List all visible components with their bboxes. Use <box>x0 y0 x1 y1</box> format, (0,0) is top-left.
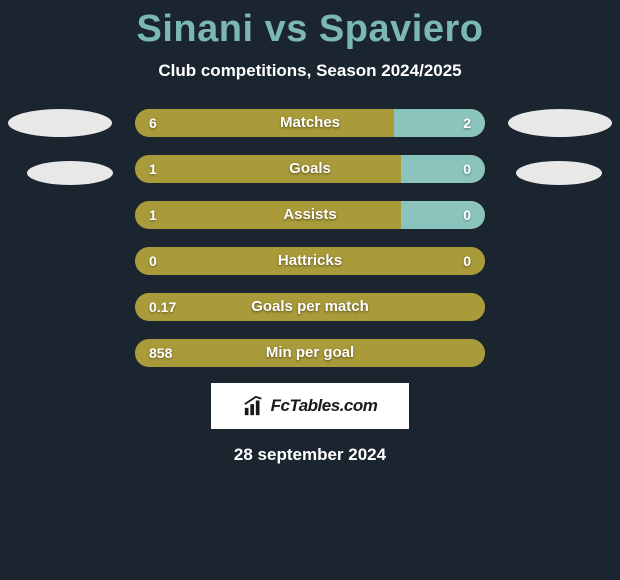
stat-label: Min per goal <box>135 339 485 367</box>
subtitle: Club competitions, Season 2024/2025 <box>0 61 620 81</box>
stat-row: 00Hattricks <box>135 247 485 275</box>
player-right-logo-1 <box>508 109 612 137</box>
brand-icon <box>243 395 265 417</box>
stat-row: 10Assists <box>135 201 485 229</box>
comparison-chart: 62Matches 10Goals 10Assists 00Hattricks 0.17… <box>0 109 620 369</box>
date-label: 28 september 2024 <box>0 445 620 465</box>
brand-text: FcTables.com <box>271 396 378 416</box>
player-left-logo-1 <box>8 109 112 137</box>
stat-row: 858Min per goal <box>135 339 485 367</box>
stat-label: Matches <box>135 109 485 137</box>
stat-row: 0.17Goals per match <box>135 293 485 321</box>
stat-label: Goals <box>135 155 485 183</box>
stat-row: 10Goals <box>135 155 485 183</box>
stat-label: Hattricks <box>135 247 485 275</box>
player-left-logo-2 <box>27 161 113 185</box>
stat-row: 62Matches <box>135 109 485 137</box>
stat-label: Assists <box>135 201 485 229</box>
page-title: Sinani vs Spaviero <box>0 0 620 51</box>
brand-box: FcTables.com <box>211 383 409 429</box>
stat-label: Goals per match <box>135 293 485 321</box>
player-right-logo-2 <box>516 161 602 185</box>
stat-rows: 62Matches 10Goals 10Assists 00Hattricks 0.17… <box>135 109 485 385</box>
